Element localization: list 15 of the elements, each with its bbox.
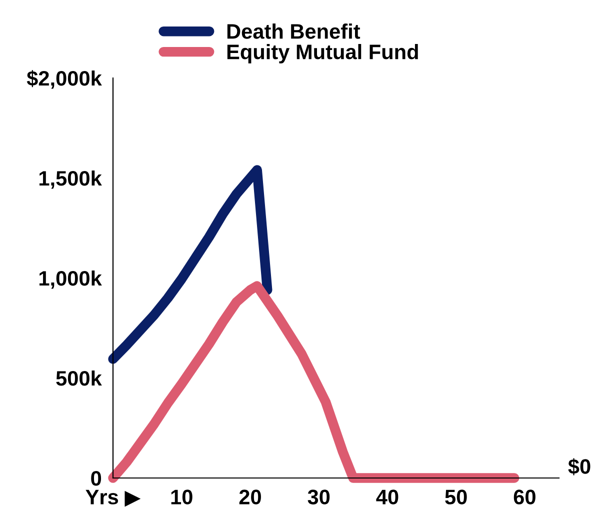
y-tick-label: $2,000k: [26, 70, 102, 89]
x-tick-label: 20: [239, 490, 261, 504]
x-tick-label: Yrs ▶: [86, 490, 141, 507]
y-tick-label: 500k: [56, 370, 102, 386]
legend-label: Equity Mutual Fund: [227, 44, 418, 64]
x-tick-label: 50: [445, 490, 467, 504]
y-tick-label: 0: [91, 471, 102, 486]
x-tick-label: 30: [308, 490, 330, 504]
x-tick-label: 60: [514, 490, 536, 504]
y-tick-label: 1,500k: [39, 170, 102, 189]
y-tick-label: 1,000k: [39, 270, 102, 289]
legend-label: Death Benefit: [227, 24, 360, 39]
text: $0: [568, 458, 590, 476]
x-tick-label: 10: [171, 490, 192, 504]
x-tick-label: 40: [376, 490, 398, 504]
